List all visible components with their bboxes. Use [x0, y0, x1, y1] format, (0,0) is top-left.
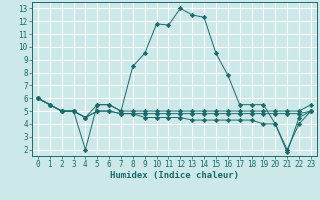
X-axis label: Humidex (Indice chaleur): Humidex (Indice chaleur) — [110, 171, 239, 180]
